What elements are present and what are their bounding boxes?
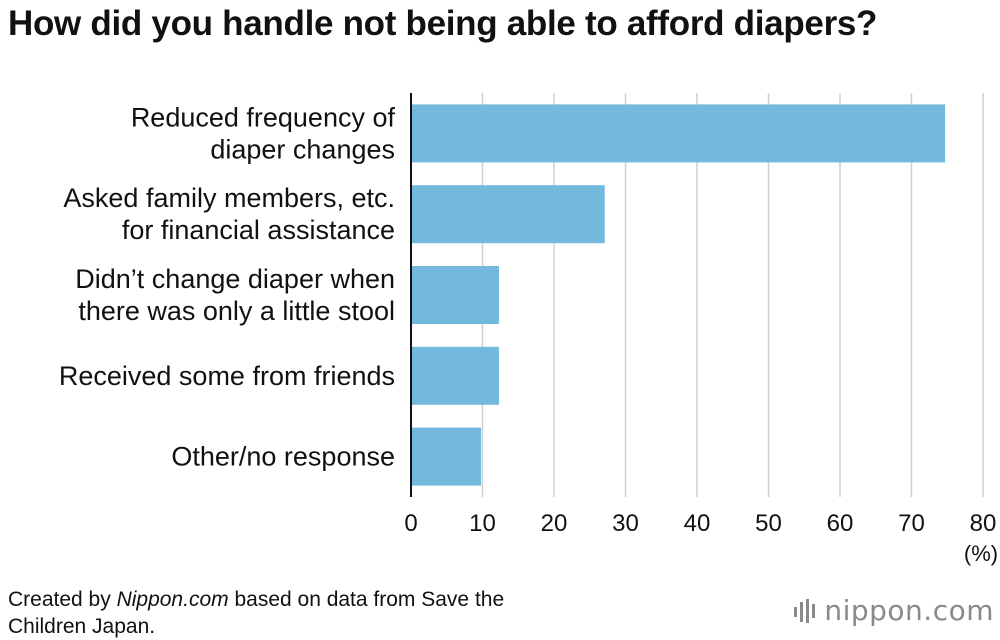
source-name: Nippon.com	[116, 588, 229, 611]
category-label: for financial assistance	[122, 215, 395, 245]
category-label: there was only a little stool	[78, 296, 395, 326]
x-tick-label: 60	[827, 510, 854, 537]
bar	[411, 427, 482, 486]
source-suffix: based on data from Save the	[228, 588, 505, 611]
source-note: Created by Nippon.com based on data from…	[8, 586, 504, 640]
x-tick-label: 50	[755, 510, 782, 537]
nippon-logo-icon	[794, 598, 816, 623]
x-tick-label: 20	[541, 510, 568, 537]
source-line2: Children Japan.	[8, 615, 156, 638]
category-label: Reduced frequency of	[131, 102, 396, 132]
x-unit-label: (%)	[964, 541, 998, 566]
brand-logo: nippon.com	[794, 594, 994, 627]
chart-title: How did you handle not being able to aff…	[8, 4, 878, 43]
x-tick-label: 70	[898, 510, 925, 537]
category-label: Received some from friends	[59, 361, 395, 391]
x-tick-label: 80	[970, 510, 997, 537]
x-tick-label: 40	[684, 510, 711, 537]
x-tick-label: 0	[404, 510, 417, 537]
source-prefix: Created by	[8, 588, 117, 611]
x-tick-label: 30	[612, 510, 639, 537]
category-label: Asked family members, etc.	[63, 183, 395, 213]
category-label: Didn’t change diaper when	[75, 264, 395, 294]
bar	[411, 185, 605, 244]
bar	[411, 104, 946, 163]
category-label: Other/no response	[171, 442, 395, 472]
x-tick-label: 10	[469, 510, 496, 537]
category-label: diaper changes	[210, 134, 395, 164]
bar	[411, 346, 499, 405]
brand-wordmark: nippon.com	[824, 594, 994, 627]
bar	[411, 266, 499, 324]
